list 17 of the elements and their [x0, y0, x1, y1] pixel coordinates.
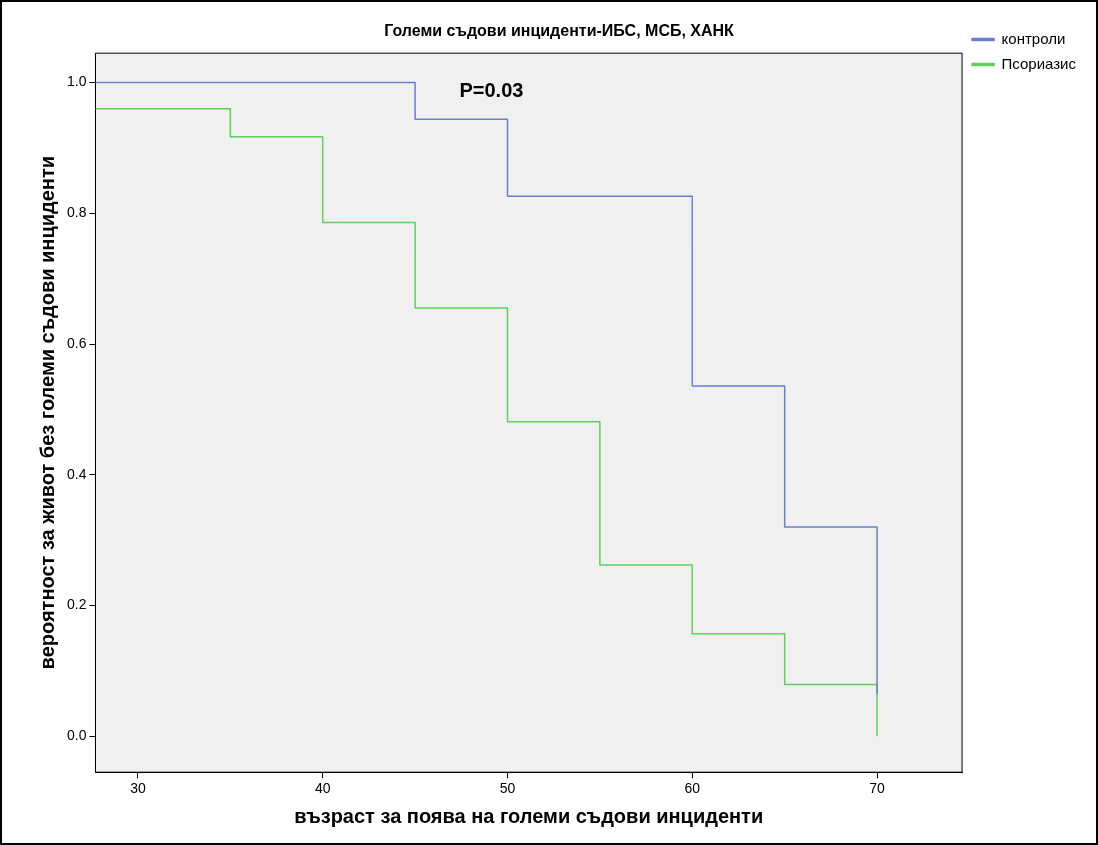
- x-tick-label: 60: [684, 780, 701, 797]
- y-axis-title: вероятност за живот без големи съдови инциденти: [35, 156, 58, 670]
- x-tick-label: 70: [869, 780, 886, 797]
- x-tick-label: 30: [130, 780, 146, 797]
- chart-title: Големи съдови инциденти-ИБС, МСБ, ХАНК: [384, 22, 735, 40]
- x-tick-label: 40: [314, 780, 331, 797]
- x-axis-title: възраст за поява на големи съдови инциденти: [294, 804, 764, 827]
- annotation: P=0.03: [459, 78, 524, 101]
- y-tick-label: 0.2: [66, 596, 87, 613]
- y-tick-label: 0.8: [66, 204, 87, 221]
- x-tick-label: 50: [499, 780, 516, 797]
- y-tick-label: 0.6: [66, 334, 87, 351]
- legend-label: контроли: [1001, 29, 1066, 47]
- y-tick-label: 1.0: [66, 73, 87, 90]
- legend-label: Псориазис: [1001, 54, 1077, 72]
- y-tick-label: 0.4: [66, 465, 87, 482]
- y-tick-label: 0.0: [66, 727, 87, 744]
